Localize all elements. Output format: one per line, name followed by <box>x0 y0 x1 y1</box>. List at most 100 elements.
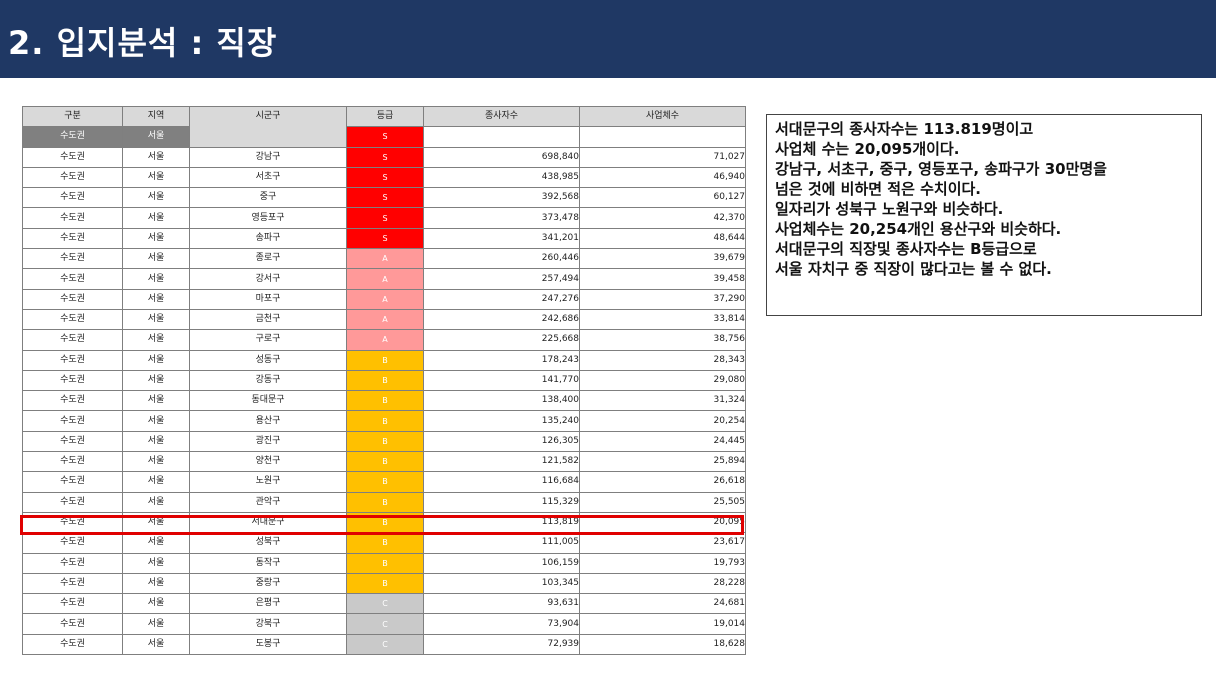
col-header-workers: 종사자수 <box>423 105 580 128</box>
cell-district: 양천구 <box>189 451 347 473</box>
cell-grade: S <box>346 207 424 229</box>
cell-businesses: 31,324 <box>579 390 746 412</box>
cell-district: 구로구 <box>189 329 347 351</box>
cell-businesses: 28,343 <box>579 349 746 371</box>
cell-district: 중랑구 <box>189 572 347 595</box>
table-row: 수도권 서울 서대문구 B 113,819 20,095 <box>22 511 746 534</box>
cell-workers: 141,770 <box>423 369 580 392</box>
cell-category: 수도권 <box>22 166 123 189</box>
cell-businesses: 19,014 <box>579 613 746 635</box>
cell-category: 수도권 <box>22 613 123 635</box>
cell-category: 수도권 <box>22 308 123 331</box>
cell-workers: 260,446 <box>423 248 580 270</box>
cell-grade: A <box>346 268 424 290</box>
cell-category: 수도권 <box>22 288 123 310</box>
cell-grade: B <box>346 511 424 534</box>
cell-workers: 111,005 <box>423 532 580 554</box>
cell-district: 마포구 <box>189 288 347 310</box>
cell-category: 수도권 <box>22 207 123 229</box>
district-table-wrapper: 구분 지역 시군구 등급 종사자수 사업체수 수도권 서울 S 수도권 서울 강남구… <box>22 105 746 656</box>
cell-workers: 138,400 <box>423 390 580 412</box>
table-row: 수도권 서울 영등포구 S 373,478 42,370 <box>22 207 746 229</box>
table-row: 수도권 서울 은평구 C 93,631 24,681 <box>22 593 746 615</box>
cell-businesses: 42,370 <box>579 207 746 229</box>
cell-businesses: 20,095 <box>579 511 746 534</box>
cell-workers: 116,684 <box>423 471 580 493</box>
cell-businesses: 71,027 <box>579 146 746 168</box>
cell-category: 수도권 <box>22 349 123 371</box>
cell-district: 광진구 <box>189 430 347 453</box>
cell-category: 수도권 <box>22 369 123 392</box>
cell-grade: B <box>346 410 424 432</box>
cell-region: 서울 <box>122 390 190 412</box>
cell-district: 서대문구 <box>189 511 347 534</box>
col-header-district: 시군구 <box>189 106 347 148</box>
note-line: 일자리가 성북구 노원구와 비슷하다. <box>775 200 1004 218</box>
table-row: 수도권 서울 성동구 B 178,243 28,343 <box>22 349 746 371</box>
cell-region: 서울 <box>122 511 190 534</box>
table-row: 수도권 서울 강서구 A 257,494 39,458 <box>22 268 746 290</box>
subheader-workers-empty <box>423 126 580 148</box>
cell-workers: 247,276 <box>423 288 580 310</box>
cell-grade: B <box>346 491 424 513</box>
cell-region: 서울 <box>122 268 190 290</box>
cell-region: 서울 <box>122 227 190 250</box>
cell-category: 수도권 <box>22 187 123 209</box>
cell-workers: 103,345 <box>423 572 580 595</box>
cell-grade: B <box>346 532 424 554</box>
cell-category: 수도권 <box>22 268 123 290</box>
cell-grade: B <box>346 349 424 371</box>
table-row: 수도권 서울 도봉구 C 72,939 18,628 <box>22 633 746 656</box>
cell-category: 수도권 <box>22 329 123 351</box>
table-row: 수도권 서울 양천구 B 121,582 25,894 <box>22 451 746 473</box>
cell-category: 수도권 <box>22 146 123 168</box>
cell-workers: 126,305 <box>423 430 580 453</box>
table-row: 수도권 서울 서초구 S 438,985 46,940 <box>22 166 746 189</box>
cell-businesses: 29,080 <box>579 369 746 392</box>
cell-grade: S <box>346 146 424 168</box>
table-row: 수도권 서울 금천구 A 242,686 33,814 <box>22 308 746 331</box>
cell-grade: B <box>346 451 424 473</box>
cell-district: 노원구 <box>189 471 347 493</box>
cell-region: 서울 <box>122 430 190 453</box>
table-row: 수도권 서울 구로구 A 225,668 38,756 <box>22 329 746 351</box>
cell-category: 수도권 <box>22 593 123 615</box>
cell-region: 서울 <box>122 633 190 656</box>
cell-district: 강서구 <box>189 268 347 290</box>
cell-businesses: 38,756 <box>579 329 746 351</box>
col-header-businesses: 사업체수 <box>579 105 746 128</box>
cell-district: 강남구 <box>189 146 347 168</box>
table-subheader-row: 수도권 서울 S <box>22 126 746 148</box>
cell-grade: B <box>346 390 424 412</box>
cell-workers: 121,582 <box>423 451 580 473</box>
cell-workers: 115,329 <box>423 491 580 513</box>
cell-district: 금천구 <box>189 308 347 331</box>
table-header-row: 구분 지역 시군구 등급 종사자수 사업체수 <box>22 105 746 148</box>
note-line: 강남구, 서초구, 중구, 영등포구, 송파구가 30만명을 <box>775 160 1107 178</box>
cell-workers: 438,985 <box>423 166 580 189</box>
cell-category: 수도권 <box>22 430 123 453</box>
cell-category: 수도권 <box>22 552 123 574</box>
cell-district: 송파구 <box>189 227 347 250</box>
table-row: 수도권 서울 노원구 B 116,684 26,618 <box>22 471 746 493</box>
cell-businesses: 33,814 <box>579 308 746 331</box>
cell-region: 서울 <box>122 491 190 513</box>
col-header-grade: 등급 <box>346 105 424 128</box>
cell-workers: 373,478 <box>423 207 580 229</box>
cell-district: 종로구 <box>189 248 347 270</box>
cell-businesses: 39,679 <box>579 248 746 270</box>
cell-workers: 225,668 <box>423 329 580 351</box>
table-row: 수도권 서울 용산구 B 135,240 20,254 <box>22 410 746 432</box>
subheader-category: 수도권 <box>22 126 123 148</box>
cell-district: 관악구 <box>189 491 347 513</box>
cell-category: 수도권 <box>22 491 123 513</box>
table-row: 수도권 서울 마포구 A 247,276 37,290 <box>22 288 746 310</box>
cell-category: 수도권 <box>22 511 123 534</box>
page-title: 2. 입지분석 : 직장 <box>8 24 278 62</box>
cell-region: 서울 <box>122 308 190 331</box>
cell-district: 중구 <box>189 187 347 209</box>
cell-district: 동작구 <box>189 552 347 574</box>
cell-region: 서울 <box>122 349 190 371</box>
note-line: 사업체 수는 20,095개이다. <box>775 140 960 158</box>
col-header-category: 구분 <box>22 105 123 128</box>
